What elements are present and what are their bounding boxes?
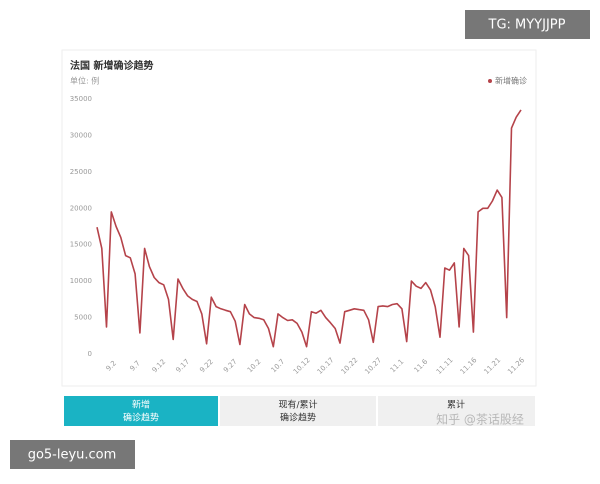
y-tick-label: 10000 xyxy=(70,277,92,285)
tab-title: 现有/累计 xyxy=(278,399,317,411)
watermark-box xyxy=(465,10,590,39)
watermark-box xyxy=(10,440,135,469)
tab[interactable] xyxy=(64,396,218,426)
tab-title: 累计 xyxy=(447,399,465,411)
tab-title: 新增 xyxy=(132,399,150,411)
card xyxy=(61,49,537,387)
line xyxy=(96,109,522,348)
tab-subtitle: 确诊趋势 xyxy=(123,412,159,424)
y-tick-label: 5000 xyxy=(74,314,92,322)
chart-subtitle: 单位: 例 xyxy=(70,76,99,86)
watermark: TG: MYYJJPP xyxy=(488,18,566,33)
y-tick-label: 0 xyxy=(88,350,92,358)
y-tick-label: 25000 xyxy=(70,168,92,176)
tab-subtitle: 确诊趋势 xyxy=(280,412,316,424)
watermark: 知乎 @茶话股经 xyxy=(436,412,524,427)
y-tick-label: 15000 xyxy=(70,241,92,249)
tab[interactable] xyxy=(220,396,376,426)
y-tick-label: 20000 xyxy=(70,204,92,212)
y-tick-label: 30000 xyxy=(70,131,92,139)
legend-label: 新增确诊 xyxy=(495,76,527,86)
legend-dot xyxy=(488,79,492,83)
watermark: go5-leyu.com xyxy=(28,448,117,463)
chart-title: 法国 新增确诊趋势 xyxy=(70,59,153,72)
y-tick-label: 35000 xyxy=(70,95,92,103)
tab[interactable] xyxy=(378,396,535,426)
